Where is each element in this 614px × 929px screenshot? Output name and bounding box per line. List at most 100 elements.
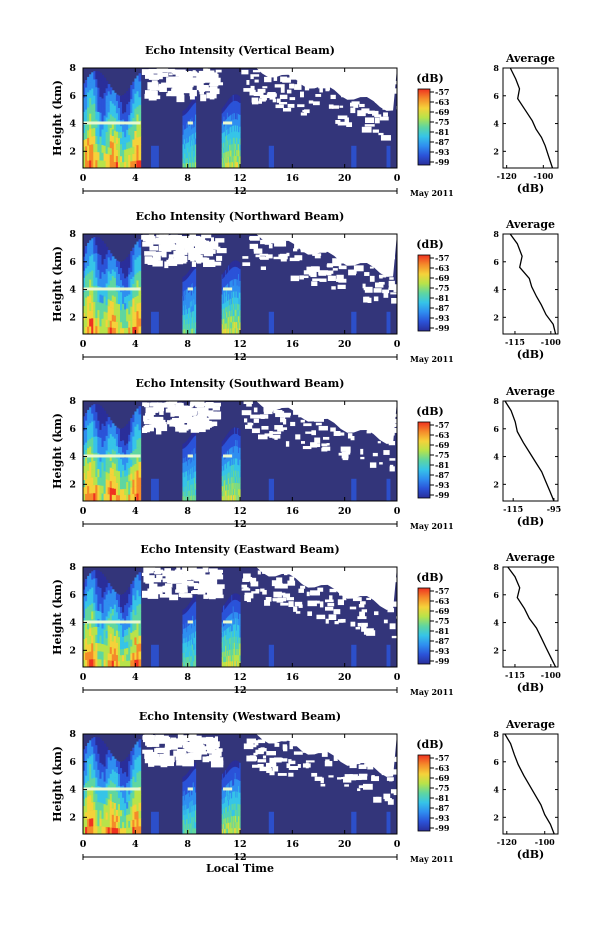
heatmap-cell bbox=[229, 109, 231, 116]
heatmap-gap bbox=[190, 254, 195, 262]
heatmap-cell bbox=[224, 474, 226, 481]
heatmap-cell bbox=[234, 642, 237, 649]
heatmap-gap bbox=[383, 292, 389, 298]
heatmap-cell bbox=[120, 636, 123, 644]
heatmap-cell bbox=[226, 273, 228, 280]
heatmap-gap bbox=[327, 275, 336, 282]
heatmap-cell bbox=[228, 598, 230, 605]
heatmap-gap bbox=[149, 95, 161, 100]
heatmap-cell bbox=[222, 157, 224, 164]
heatmap-cell bbox=[237, 113, 239, 120]
heatmap-cell bbox=[113, 142, 117, 150]
heatmap-cell bbox=[115, 155, 119, 163]
heatmap-cell bbox=[111, 161, 115, 169]
y-tick-label: 6 bbox=[69, 91, 76, 102]
heatmap-cell bbox=[222, 106, 225, 113]
heatmap-cell bbox=[107, 306, 111, 314]
heatmap-cell bbox=[95, 460, 98, 469]
heatmap-cell bbox=[122, 446, 125, 453]
heatmap-cell bbox=[128, 434, 131, 442]
heatmap-cell bbox=[226, 600, 229, 607]
heatmap-cell bbox=[238, 149, 240, 157]
heatmap-cell bbox=[91, 603, 94, 612]
heatmap-cell bbox=[224, 152, 227, 158]
heatmap-cell bbox=[93, 650, 96, 660]
heatmap-cell bbox=[117, 464, 121, 472]
heatmap-cell bbox=[89, 248, 92, 257]
heatmap-cell bbox=[134, 251, 138, 260]
heatmap-cell bbox=[236, 482, 238, 490]
heatmap-cell bbox=[130, 306, 133, 314]
heatmap-cell bbox=[225, 661, 227, 668]
heatmap-gap bbox=[264, 433, 271, 437]
colorbar-tick-label: -81 bbox=[435, 293, 449, 303]
heatmap-cell bbox=[221, 627, 223, 633]
heatmap-cell bbox=[117, 642, 121, 650]
heatmap-cell bbox=[235, 488, 237, 496]
heatmap-cell bbox=[109, 433, 113, 441]
heatmap-cell bbox=[236, 327, 238, 335]
heatmap-cell bbox=[120, 261, 123, 269]
heatmap-cell bbox=[105, 109, 109, 118]
heatmap-cell bbox=[99, 160, 103, 169]
heatmap-cell bbox=[93, 420, 96, 429]
heatmap-cell bbox=[222, 313, 224, 320]
colorbar-tick-label: -75 bbox=[435, 283, 449, 293]
x-tick-label: 12 bbox=[233, 339, 246, 350]
heatmap-cell bbox=[232, 434, 235, 441]
heatmap-cell bbox=[117, 494, 121, 502]
heatmap-bright-layer bbox=[222, 287, 233, 291]
heatmap-cell bbox=[232, 113, 235, 120]
heatmap-cell bbox=[236, 464, 238, 471]
heatmap-gap bbox=[273, 75, 278, 81]
heatmap-cell bbox=[229, 293, 231, 300]
heatmap-cell bbox=[234, 494, 236, 502]
heatmap-cell bbox=[236, 458, 238, 465]
heatmap-cell bbox=[235, 143, 237, 150]
heatmap-cell bbox=[103, 243, 107, 252]
heatmap-cell bbox=[225, 457, 227, 464]
heatmap-cell bbox=[103, 470, 107, 479]
heatmap-cell bbox=[236, 291, 238, 298]
heatmap-cell bbox=[222, 646, 224, 653]
heatmap-cell bbox=[107, 271, 111, 279]
heatmap-cell bbox=[236, 605, 238, 613]
heatmap-cell bbox=[234, 131, 236, 138]
heatmap-gap bbox=[390, 292, 400, 295]
heatmap-cell bbox=[238, 459, 240, 466]
heatmap-cell bbox=[224, 328, 227, 335]
x-tick-label: 0 bbox=[80, 173, 87, 184]
heatmap-cell bbox=[226, 267, 229, 274]
heatmap-cell bbox=[111, 654, 115, 661]
heatmap-cell bbox=[136, 605, 140, 614]
heatmap-cell bbox=[128, 274, 131, 282]
heatmap-cell bbox=[227, 111, 229, 118]
heatmap-cell bbox=[151, 311, 159, 334]
heatmap-cell bbox=[87, 160, 90, 169]
heatmap-cell bbox=[228, 483, 231, 490]
heatmap-cell bbox=[232, 618, 234, 625]
heatmap-cell bbox=[237, 291, 239, 298]
panel-title: Echo Intensity (Southward Beam) bbox=[136, 377, 345, 390]
heatmap-cell bbox=[234, 327, 236, 335]
heatmap-cell bbox=[234, 266, 237, 273]
heatmap-cell bbox=[224, 656, 227, 662]
heatmap-cell bbox=[105, 579, 109, 588]
heatmap-cell bbox=[235, 599, 237, 606]
heatmap-cell bbox=[225, 447, 227, 453]
heatmap-cell bbox=[105, 630, 109, 639]
heatmap-cell bbox=[237, 131, 239, 138]
heatmap-cell bbox=[236, 94, 238, 101]
heatmap-cell bbox=[228, 455, 230, 462]
heatmap-gap bbox=[391, 427, 398, 433]
heatmap-cell bbox=[226, 140, 228, 147]
heatmap-cell bbox=[195, 495, 197, 502]
heatmap-cell bbox=[232, 428, 234, 435]
heatmap-gap bbox=[287, 103, 295, 108]
heatmap-cell bbox=[222, 475, 224, 482]
heatmap-gap bbox=[302, 109, 309, 112]
heatmap-gap bbox=[168, 73, 173, 76]
heatmap-cell bbox=[89, 121, 92, 130]
heatmap-cell bbox=[195, 310, 197, 317]
heatmap-cell bbox=[130, 299, 133, 307]
